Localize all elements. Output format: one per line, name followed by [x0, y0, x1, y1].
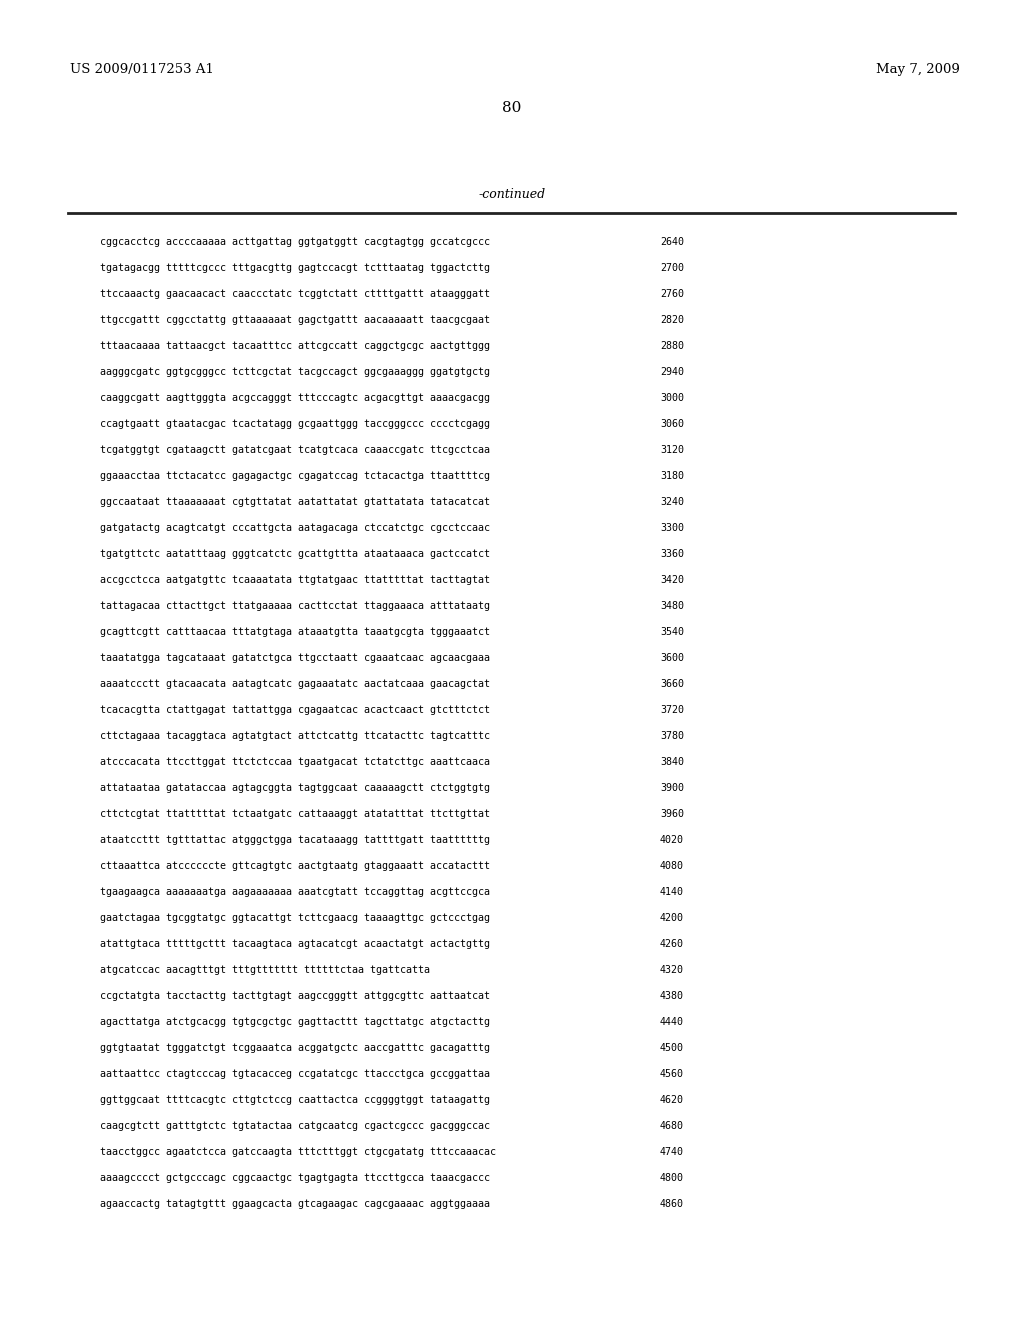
Text: 4080: 4080: [660, 861, 684, 871]
Text: 4800: 4800: [660, 1173, 684, 1183]
Text: 3240: 3240: [660, 498, 684, 507]
Text: aaaatccctt gtacaacata aatagtcatc gagaaatatc aactatcaaa gaacagctat: aaaatccctt gtacaacata aatagtcatc gagaaat…: [100, 678, 490, 689]
Text: 4260: 4260: [660, 939, 684, 949]
Text: tgatagacgg tttttcgccc tttgacgttg gagtccacgt tctttaatag tggactcttg: tgatagacgg tttttcgccc tttgacgttg gagtcca…: [100, 263, 490, 273]
Text: 4500: 4500: [660, 1043, 684, 1053]
Text: 4380: 4380: [660, 991, 684, 1001]
Text: 4020: 4020: [660, 836, 684, 845]
Text: 4440: 4440: [660, 1016, 684, 1027]
Text: 3180: 3180: [660, 471, 684, 480]
Text: 4620: 4620: [660, 1096, 684, 1105]
Text: ggaaacctaa ttctacatcc gagagactgc cgagatccag tctacactga ttaattttcg: ggaaacctaa ttctacatcc gagagactgc cgagatc…: [100, 471, 490, 480]
Text: 3360: 3360: [660, 549, 684, 558]
Text: 2820: 2820: [660, 315, 684, 325]
Text: 4320: 4320: [660, 965, 684, 975]
Text: tcacacgtta ctattgagat tattattgga cgagaatcac acactcaact gtctttctct: tcacacgtta ctattgagat tattattgga cgagaat…: [100, 705, 490, 715]
Text: ggccaataat ttaaaaaaat cgtgttatat aatattatat gtattatata tatacatcat: ggccaataat ttaaaaaaat cgtgttatat aatatta…: [100, 498, 490, 507]
Text: 2700: 2700: [660, 263, 684, 273]
Text: ttccaaactg gaacaacact caaccctatc tcggtctatt cttttgattt ataagggatt: ttccaaactg gaacaacact caaccctatc tcggtct…: [100, 289, 490, 300]
Text: 3000: 3000: [660, 393, 684, 403]
Text: taaatatgga tagcataaat gatatctgca ttgcctaatt cgaaatcaac agcaacgaaa: taaatatgga tagcataaat gatatctgca ttgccta…: [100, 653, 490, 663]
Text: 4140: 4140: [660, 887, 684, 898]
Text: gcagttcgtt catttaacaa tttatgtaga ataaatgtta taaatgcgta tgggaaatct: gcagttcgtt catttaacaa tttatgtaga ataaatg…: [100, 627, 490, 638]
Text: ccgctatgta tacctacttg tacttgtagt aagccgggtt attggcgttc aattaatcat: ccgctatgta tacctacttg tacttgtagt aagccgg…: [100, 991, 490, 1001]
Text: aattaattcc ctagtcccag tgtacacceg ccgatatcgc ttaccctgca gccggattaa: aattaattcc ctagtcccag tgtacacceg ccgatat…: [100, 1069, 490, 1078]
Text: -continued: -continued: [478, 189, 546, 202]
Text: ttgccgattt cggcctattg gttaaaaaat gagctgattt aacaaaaatt taacgcgaat: ttgccgattt cggcctattg gttaaaaaat gagctga…: [100, 315, 490, 325]
Text: 4200: 4200: [660, 913, 684, 923]
Text: gatgatactg acagtcatgt cccattgcta aatagacaga ctccatctgc cgcctccaac: gatgatactg acagtcatgt cccattgcta aatagac…: [100, 523, 490, 533]
Text: gaatctagaa tgcggtatgc ggtacattgt tcttcgaacg taaaagttgc gctccctgag: gaatctagaa tgcggtatgc ggtacattgt tcttcga…: [100, 913, 490, 923]
Text: tattagacaa cttacttgct ttatgaaaaa cacttcctat ttaggaaaca atttataatg: tattagacaa cttacttgct ttatgaaaaa cacttcc…: [100, 601, 490, 611]
Text: agacttatga atctgcacgg tgtgcgctgc gagttacttt tagcttatgc atgctacttg: agacttatga atctgcacgg tgtgcgctgc gagttac…: [100, 1016, 490, 1027]
Text: atcccacata ttccttggat ttctctccaa tgaatgacat tctatcttgc aaattcaaca: atcccacata ttccttggat ttctctccaa tgaatga…: [100, 756, 490, 767]
Text: tcgatggtgt cgataagctt gatatcgaat tcatgtcaca caaaccgatc ttcgcctcaa: tcgatggtgt cgataagctt gatatcgaat tcatgtc…: [100, 445, 490, 455]
Text: 3900: 3900: [660, 783, 684, 793]
Text: 3060: 3060: [660, 418, 684, 429]
Text: aagggcgatc ggtgcgggcc tcttcgctat tacgccagct ggcgaaaggg ggatgtgctg: aagggcgatc ggtgcgggcc tcttcgctat tacgcca…: [100, 367, 490, 378]
Text: attataataa gatataccaa agtagcggta tagtggcaat caaaaagctt ctctggtgtg: attataataa gatataccaa agtagcggta tagtggc…: [100, 783, 490, 793]
Text: 3960: 3960: [660, 809, 684, 818]
Text: caagcgtctt gatttgtctc tgtatactaa catgcaatcg cgactcgccc gacgggccac: caagcgtctt gatttgtctc tgtatactaa catgcaa…: [100, 1121, 490, 1131]
Text: cttaaattca atccccccte gttcagtgtc aactgtaatg gtaggaaatt accatacttt: cttaaattca atccccccte gttcagtgtc aactgta…: [100, 861, 490, 871]
Text: tgatgttctc aatatttaag gggtcatctc gcattgttta ataataaaca gactccatct: tgatgttctc aatatttaag gggtcatctc gcattgt…: [100, 549, 490, 558]
Text: 4740: 4740: [660, 1147, 684, 1158]
Text: 2640: 2640: [660, 238, 684, 247]
Text: cttctcgtat ttatttttat tctaatgatc cattaaaggt atatatttat ttcttgttat: cttctcgtat ttatttttat tctaatgatc cattaaa…: [100, 809, 490, 818]
Text: US 2009/0117253 A1: US 2009/0117253 A1: [70, 63, 214, 77]
Text: ataatccttt tgtttattac atgggctgga tacataaagg tattttgatt taattttttg: ataatccttt tgtttattac atgggctgga tacataa…: [100, 836, 490, 845]
Text: ccagtgaatt gtaatacgac tcactatagg gcgaattggg taccgggccc cccctcgagg: ccagtgaatt gtaatacgac tcactatagg gcgaatt…: [100, 418, 490, 429]
Text: tgaagaagca aaaaaaatga aagaaaaaaa aaatcgtatt tccaggttag acgttccgca: tgaagaagca aaaaaaatga aagaaaaaaa aaatcgt…: [100, 887, 490, 898]
Text: 3720: 3720: [660, 705, 684, 715]
Text: taacctggcc agaatctcca gatccaagta tttctttggt ctgcgatatg tttccaaacac: taacctggcc agaatctcca gatccaagta tttcttt…: [100, 1147, 496, 1158]
Text: atgcatccac aacagtttgt tttgttttttt ttttttctaa tgattcatta: atgcatccac aacagtttgt tttgttttttt tttttt…: [100, 965, 430, 975]
Text: caaggcgatt aagttgggta acgccagggt tttcccagtc acgacgttgt aaaacgacgg: caaggcgatt aagttgggta acgccagggt tttccca…: [100, 393, 490, 403]
Text: 4560: 4560: [660, 1069, 684, 1078]
Text: 80: 80: [503, 102, 521, 115]
Text: 3480: 3480: [660, 601, 684, 611]
Text: 3540: 3540: [660, 627, 684, 638]
Text: ggtgtaatat tgggatctgt tcggaaatca acggatgctc aaccgatttc gacagatttg: ggtgtaatat tgggatctgt tcggaaatca acggatg…: [100, 1043, 490, 1053]
Text: 4680: 4680: [660, 1121, 684, 1131]
Text: accgcctcca aatgatgttc tcaaaatata ttgtatgaac ttatttttat tacttagtat: accgcctcca aatgatgttc tcaaaatata ttgtatg…: [100, 576, 490, 585]
Text: 4860: 4860: [660, 1199, 684, 1209]
Text: atattgtaca tttttgcttt tacaagtaca agtacatcgt acaactatgt actactgttg: atattgtaca tttttgcttt tacaagtaca agtacat…: [100, 939, 490, 949]
Text: 3420: 3420: [660, 576, 684, 585]
Text: tttaacaaaa tattaacgct tacaatttcc attcgccatt caggctgcgc aactgttggg: tttaacaaaa tattaacgct tacaatttcc attcgcc…: [100, 341, 490, 351]
Text: aaaagcccct gctgcccagc cggcaactgc tgagtgagta ttccttgcca taaacgaccc: aaaagcccct gctgcccagc cggcaactgc tgagtga…: [100, 1173, 490, 1183]
Text: 3600: 3600: [660, 653, 684, 663]
Text: 2880: 2880: [660, 341, 684, 351]
Text: cggcacctcg accccaaaaa acttgattag ggtgatggtt cacgtagtgg gccatcgccc: cggcacctcg accccaaaaa acttgattag ggtgatg…: [100, 238, 490, 247]
Text: 3660: 3660: [660, 678, 684, 689]
Text: 3780: 3780: [660, 731, 684, 741]
Text: cttctagaaa tacaggtaca agtatgtact attctcattg ttcatacttc tagtcatttc: cttctagaaa tacaggtaca agtatgtact attctca…: [100, 731, 490, 741]
Text: 3300: 3300: [660, 523, 684, 533]
Text: 2940: 2940: [660, 367, 684, 378]
Text: 2760: 2760: [660, 289, 684, 300]
Text: 3120: 3120: [660, 445, 684, 455]
Text: ggttggcaat ttttcacgtc cttgtctccg caattactca ccggggtggt tataagattg: ggttggcaat ttttcacgtc cttgtctccg caattac…: [100, 1096, 490, 1105]
Text: May 7, 2009: May 7, 2009: [877, 63, 961, 77]
Text: 3840: 3840: [660, 756, 684, 767]
Text: agaaccactg tatagtgttt ggaagcacta gtcagaagac cagcgaaaac aggtggaaaa: agaaccactg tatagtgttt ggaagcacta gtcagaa…: [100, 1199, 490, 1209]
